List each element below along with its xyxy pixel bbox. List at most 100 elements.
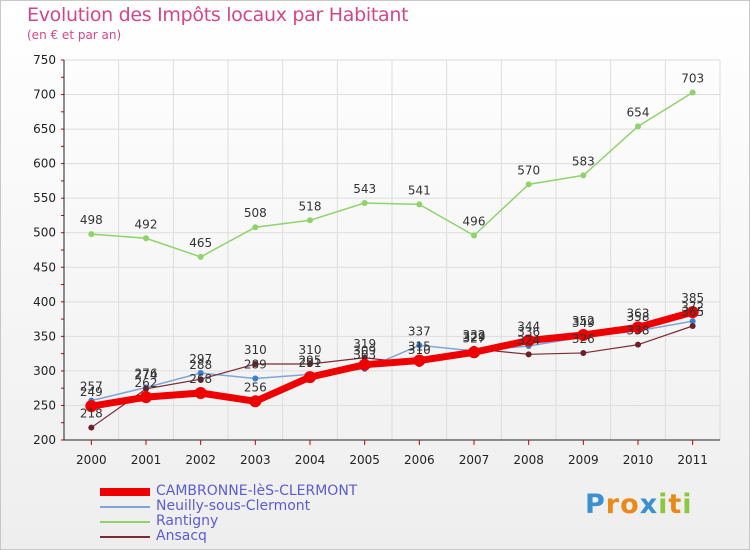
logo-letter: i: [658, 489, 669, 520]
data-label: 315: [408, 340, 431, 354]
series-point: [88, 424, 95, 431]
x-tick-label: 2007: [459, 453, 490, 467]
data-label: 289: [244, 358, 267, 372]
data-label: 338: [627, 324, 650, 338]
series-point: [580, 172, 587, 179]
x-tick-label: 2002: [185, 453, 216, 467]
series-point: [140, 391, 152, 404]
data-label: 295: [299, 353, 322, 367]
series-point: [85, 400, 98, 413]
series-point: [468, 346, 480, 359]
data-label: 703: [681, 71, 704, 85]
series-point: [307, 361, 313, 367]
data-label: 365: [681, 305, 704, 319]
chart-subtitle: (en € et par an): [27, 28, 122, 42]
series-point: [525, 351, 532, 358]
series-point: [252, 224, 259, 231]
data-label: 324: [517, 333, 540, 347]
data-label: 310: [299, 343, 322, 357]
series-point: [689, 318, 696, 325]
series-point: [197, 376, 204, 383]
data-label: 262: [135, 376, 158, 390]
legend-item: Ansacq: [100, 529, 357, 544]
x-tick-label: 2000: [76, 453, 107, 467]
data-label: 570: [517, 163, 540, 177]
series-point: [252, 375, 259, 382]
data-label: 276: [135, 366, 158, 380]
data-label: 363: [627, 306, 650, 320]
series-line-Rantigny: [90, 91, 694, 258]
series-point: [252, 361, 259, 367]
data-label: 349: [572, 316, 595, 330]
y-tick-label: 400: [33, 295, 56, 309]
series-point: [525, 181, 532, 188]
legend-item: CAMBRONNE-lèS-CLERMONT: [100, 484, 357, 499]
series-point: [358, 358, 371, 371]
x-tick-label: 2001: [131, 453, 162, 467]
data-label: 303: [353, 348, 376, 362]
data-label: 327: [463, 331, 486, 345]
data-label: 541: [408, 183, 431, 197]
data-label: 249: [80, 385, 103, 399]
data-label: 309: [353, 344, 376, 358]
data-label: 326: [572, 332, 595, 346]
data-label: 508: [244, 206, 267, 220]
data-label: 496: [463, 214, 486, 228]
y-tick-label: 200: [33, 433, 56, 447]
series-point: [522, 334, 535, 347]
y-tick-label: 750: [33, 53, 56, 67]
legend-label: CAMBRONNE-lèS-CLERMONT: [156, 483, 358, 499]
data-label: 492: [135, 217, 158, 231]
series-point: [249, 395, 262, 408]
series-point: [577, 328, 590, 341]
legend-label: Ansacq: [156, 528, 207, 544]
data-label: 465: [189, 236, 212, 250]
x-tick-label: 2004: [295, 453, 326, 467]
series-point: [632, 321, 644, 334]
series-point: [307, 217, 313, 224]
data-label: 310: [244, 343, 267, 357]
y-tick-label: 350: [33, 329, 56, 343]
series-point: [635, 341, 641, 348]
logo-letter: i: [682, 489, 693, 520]
x-tick-label: 2006: [404, 453, 435, 467]
legend: CAMBRONNE-lèS-CLERMONT Neuilly-sous-Cler…: [100, 484, 357, 544]
logo-letter: o: [620, 489, 640, 520]
data-label: 654: [627, 105, 650, 119]
data-label: 319: [353, 337, 376, 351]
data-label: 268: [189, 372, 212, 386]
legend-label: Neuilly-sous-Clermont: [156, 498, 311, 514]
data-label: 288: [189, 358, 212, 372]
data-label: 498: [80, 213, 103, 227]
series-point: [689, 323, 696, 329]
data-label: 543: [353, 182, 376, 196]
series-point: [143, 235, 149, 242]
x-tick-label: 2010: [623, 453, 654, 467]
series-point: [689, 89, 696, 96]
series-point: [361, 200, 368, 207]
data-label: 385: [681, 291, 704, 305]
data-label: 256: [244, 380, 267, 394]
legend-swatch: [100, 520, 150, 523]
series-point: [471, 232, 477, 239]
x-tick-label: 2009: [568, 453, 599, 467]
y-tick-label: 550: [33, 191, 56, 205]
x-tick-label: 2003: [240, 453, 271, 467]
x-tick-label: 2005: [349, 453, 380, 467]
y-tick-label: 450: [33, 260, 56, 274]
legend-swatch: [100, 505, 150, 508]
data-label: 329: [463, 330, 486, 344]
data-label: 352: [572, 314, 595, 328]
series-point: [88, 231, 95, 238]
data-label: 332: [463, 328, 486, 342]
series-point: [143, 385, 149, 392]
series-point: [580, 349, 587, 356]
legend-swatch: [100, 487, 150, 496]
proxiti-logo: Proxiti: [585, 489, 693, 520]
data-label: 310: [408, 343, 431, 357]
data-label: 583: [572, 154, 595, 168]
series-point: [197, 253, 204, 260]
data-label: 518: [299, 199, 322, 213]
data-label: 344: [517, 320, 540, 334]
